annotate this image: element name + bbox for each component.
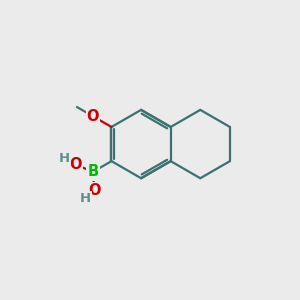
Text: O: O [87,109,99,124]
Text: H: H [59,152,70,165]
Text: O: O [69,157,81,172]
Text: B: B [87,164,98,179]
Text: H: H [80,192,91,205]
Text: O: O [88,183,101,198]
